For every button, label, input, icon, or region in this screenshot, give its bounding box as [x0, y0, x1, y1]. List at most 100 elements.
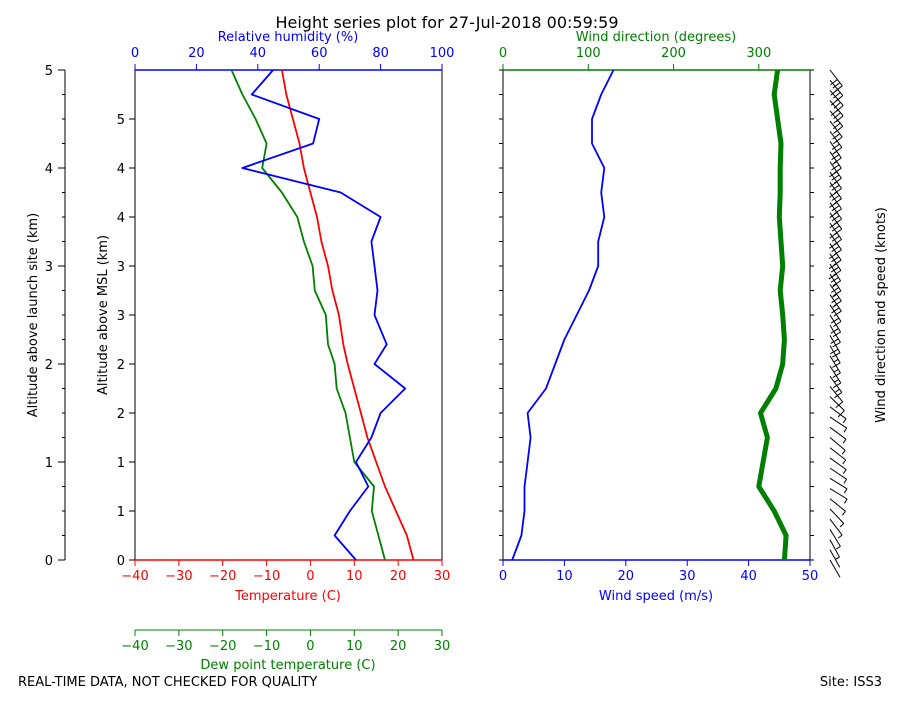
msl-tick-label: 1 — [117, 456, 125, 471]
dewpoint-tick-label: 10 — [346, 639, 363, 654]
dewpoint-tick-label: 0 — [306, 639, 314, 654]
dewpoint-tick-label: 30 — [434, 639, 451, 654]
msl-tick-label: 1 — [117, 505, 125, 520]
wind-speed-tick-label: 0 — [499, 569, 507, 584]
wind-barb-staff — [829, 355, 841, 374]
wind-barb-staff — [829, 324, 841, 343]
wind-barb-flag — [831, 164, 840, 171]
wind-speed-axis-label: Wind speed (m/s) — [599, 589, 713, 604]
wind-barb-half-flag — [843, 427, 848, 433]
temperature-tick-label: −10 — [253, 569, 280, 584]
wind-barb-flag — [828, 273, 837, 280]
humidity-tick-label: 80 — [372, 46, 389, 61]
msl-axis-label: Altitude above MSL (km) — [96, 235, 111, 395]
dewpoint-axis-label: Dew point temperature (C) — [200, 658, 375, 673]
thermo-panel: Altitude above launch site (km) Altitude… — [26, 30, 454, 673]
temperature-tick-label: 30 — [434, 569, 451, 584]
wind-barb-staff — [829, 294, 842, 312]
wind-barb-staff — [829, 396, 845, 411]
msl-tick-label: 4 — [117, 162, 125, 177]
wind-barb-half-flag — [842, 418, 847, 424]
wind-barb-flag — [831, 256, 840, 263]
wind-barb-half-flag — [835, 388, 840, 393]
wind-barb-flag — [831, 184, 840, 191]
wind_speed-line — [511, 69, 615, 561]
wind-barb-flag — [833, 198, 842, 205]
humidity-line — [241, 69, 407, 561]
wind-barb-flag — [834, 136, 843, 143]
wind-barb-flag — [831, 205, 840, 212]
dewpoint-line — [230, 69, 386, 561]
wind-barb-half-flag — [833, 369, 839, 373]
humidity-axis-label: Relative humidity (%) — [218, 30, 359, 45]
msl-tick-label: 2 — [117, 358, 125, 373]
wind-barb-staff — [829, 110, 844, 127]
wind-barb-half-flag — [841, 450, 846, 455]
wind-barb-staff — [829, 335, 841, 353]
msl-tick-label: 0 — [117, 554, 125, 569]
wind-barb-staff — [829, 518, 843, 536]
wind-barb-flag — [836, 105, 844, 112]
wind-barb-flag — [833, 321, 842, 327]
wind-barb-staff — [829, 375, 843, 393]
wind-barb-flag — [831, 235, 840, 242]
wind-direction-tick-label: 300 — [746, 46, 771, 61]
wind-barb-staff — [829, 406, 847, 420]
wind-barb-flag — [834, 238, 842, 246]
wind-speed-tick-label: 10 — [556, 569, 573, 584]
wind-barb-staff — [829, 141, 842, 159]
wind-speed-tick-label: 20 — [618, 569, 635, 584]
wind-barb-flag — [833, 167, 842, 174]
wind-barb-staff — [829, 559, 841, 578]
wind-barb-staff — [829, 151, 842, 169]
wind-barb-flag — [834, 146, 843, 154]
wind-barb-half-flag — [834, 556, 840, 561]
wind-barb-staff — [829, 457, 847, 471]
wind-barb-flag — [832, 362, 841, 368]
temperature-tick-label: −20 — [209, 569, 236, 584]
wind-barb-flag — [831, 246, 840, 253]
wind-barb-half-flag — [843, 488, 848, 494]
wind-barb-flag — [832, 382, 842, 389]
wind-barb-flag — [834, 218, 842, 225]
dewpoint-tick-label: −20 — [209, 639, 236, 654]
wind-direction-tick-label: 0 — [499, 46, 507, 61]
msl-tick-label: 5 — [117, 113, 125, 128]
wind-barb-staff — [829, 416, 847, 429]
wind-barb-flag — [834, 391, 843, 399]
launch-site-tick-label: 1 — [45, 456, 53, 471]
wind-barb-half-flag — [833, 358, 839, 363]
wind-panel: Wind direction (degrees) Wind speed (m/s… — [499, 30, 889, 604]
launch-site-tick-label: 0 — [45, 554, 53, 569]
dewpoint-tick-label: 20 — [390, 639, 407, 654]
wind-barb-flag — [834, 228, 842, 235]
wind-barb-flag — [833, 310, 842, 317]
wind-barb-flag — [831, 194, 840, 202]
wind-barb-flag — [835, 401, 844, 408]
wind-barb-staff — [829, 477, 848, 490]
wind-barb-staff — [829, 130, 843, 148]
humidity-tick-label: 0 — [131, 46, 139, 61]
wind-barb-flag — [833, 102, 841, 109]
wind-barb-flag — [832, 82, 841, 89]
wind-barb-flag — [831, 143, 840, 150]
wind-barb-flag — [835, 95, 844, 102]
temperature-tick-label: 20 — [390, 569, 407, 584]
wind-speed-tick-label: 30 — [679, 569, 696, 584]
wind-barb-flag — [831, 215, 840, 222]
wind-barb-staff — [829, 529, 841, 547]
wind-barb-half-flag — [835, 545, 841, 550]
site-label: Site: ISS3 — [820, 675, 882, 690]
wind-barb-flag — [830, 277, 839, 283]
wind-barb-staff — [829, 90, 844, 106]
launch-site-tick-label: 3 — [45, 260, 53, 275]
wind-barb-flag — [833, 290, 842, 297]
quality-disclaimer: REAL-TIME DATA, NOT CHECKED FOR QUALITY — [18, 675, 317, 690]
wind-barb-staff — [829, 243, 842, 261]
wind-barb-staff — [829, 437, 846, 451]
wind-barb-flag — [832, 280, 841, 287]
wind-barb-flag — [829, 79, 838, 86]
temperature-tick-label: −30 — [165, 569, 192, 584]
humidity-tick-label: 20 — [188, 46, 205, 61]
